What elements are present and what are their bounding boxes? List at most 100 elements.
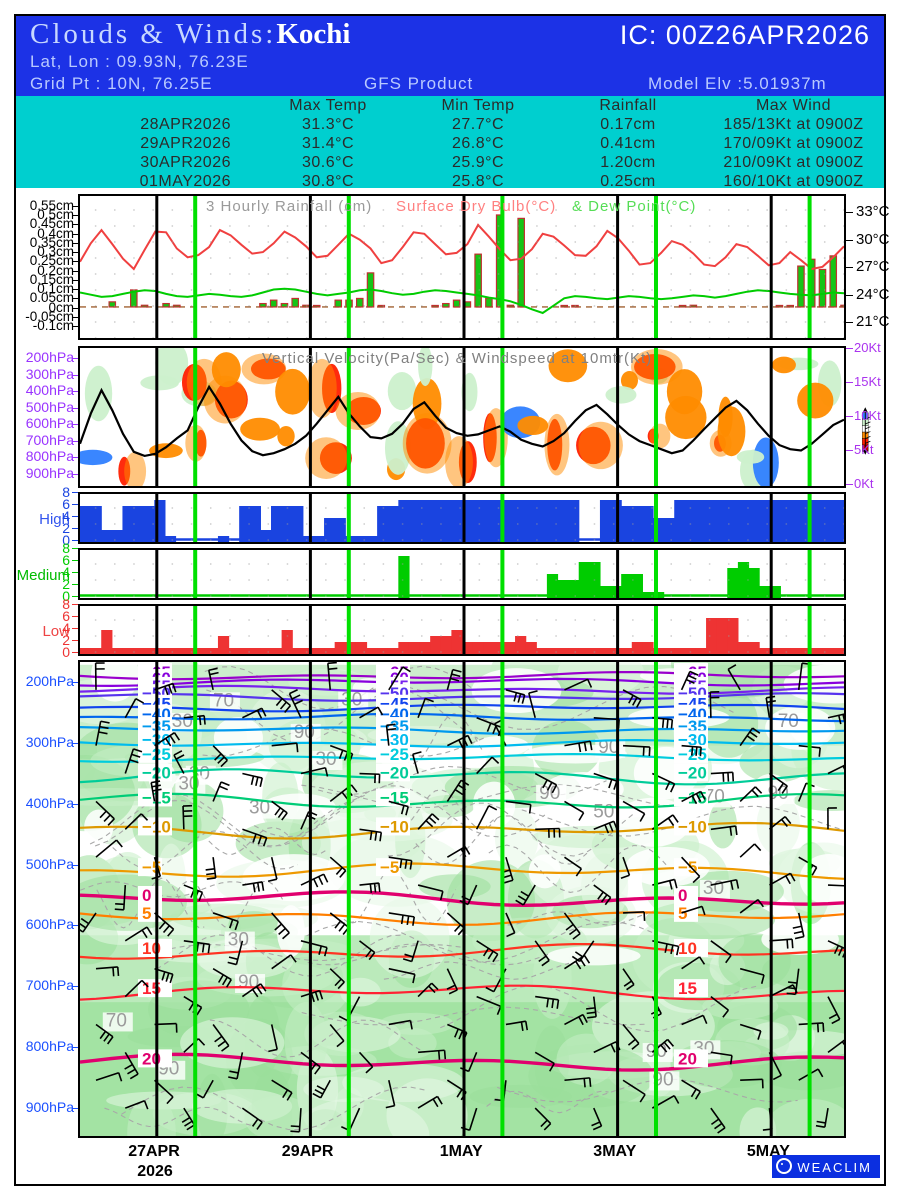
medium-cloud-tick-label: 6 xyxy=(62,552,70,568)
svg-text:−20: −20 xyxy=(678,763,707,782)
svg-text:90: 90 xyxy=(768,783,789,804)
upper-air-pressure-label: 700hPa xyxy=(25,977,74,994)
rainfall-axis-label: 0.25cm xyxy=(29,253,74,269)
cell-date: 30APR2026 xyxy=(140,153,231,171)
medium-cloud-tick xyxy=(72,560,78,561)
cell-max-temp: 30.6°C xyxy=(301,153,355,171)
cell-date: 01MAY2026 xyxy=(139,172,231,190)
rainfall-axis-tick xyxy=(72,206,78,207)
svg-text:−5: −5 xyxy=(380,858,399,877)
high-cloud-tick xyxy=(72,540,78,541)
medium-cloud-tick xyxy=(72,584,78,585)
svg-text:30: 30 xyxy=(315,749,336,770)
temperature-axis-tick xyxy=(846,294,853,296)
high-cloud-tick-label: 4 xyxy=(62,508,70,524)
svg-text:70: 70 xyxy=(106,1010,127,1031)
pressure-axis-label: 700hPa xyxy=(25,431,74,448)
model-elevation-label: Model Elv :5.01937m xyxy=(648,74,827,93)
temperature-axis-tick xyxy=(846,239,853,241)
windspeed-axis-tick xyxy=(846,382,853,383)
panel-medium-cloud xyxy=(78,548,846,600)
pressure-axis-tick xyxy=(72,358,78,359)
low-cloud-tick xyxy=(72,640,78,641)
init-condition-label: IC: 00Z26APR2026 xyxy=(619,20,870,50)
rainfall-axis-tick xyxy=(72,252,78,254)
cell-max-wind: 185/13Kt at 0900Z xyxy=(723,115,864,133)
upper-air-pressure-label: 600hPa xyxy=(25,916,74,933)
rainfall-axis-tick xyxy=(72,307,78,309)
svg-text:30: 30 xyxy=(249,798,270,819)
svg-text:30: 30 xyxy=(172,711,193,732)
pressure-axis-label: 800hPa xyxy=(25,448,74,465)
cell-max-wind: 210/09Kt at 0900Z xyxy=(723,153,864,171)
svg-text:−20: −20 xyxy=(380,763,409,782)
svg-text:90: 90 xyxy=(238,972,259,993)
cell-max-temp: 31.3°C xyxy=(301,115,355,133)
table-row: 28APR2026 31.3°C 27.7°C 0.17cm 185/13Kt … xyxy=(16,115,884,134)
weaclim-watermark: WEACLIM xyxy=(772,1155,880,1178)
svg-text:0: 0 xyxy=(678,886,687,905)
windspeed-axis-label: 15Kt xyxy=(854,374,881,389)
rainfall-axis-label: 0.5cm xyxy=(37,207,74,223)
temperature-axis-tick xyxy=(846,267,853,268)
rainfall-axis-label: 0.15cm xyxy=(29,271,74,287)
svg-text:−10: −10 xyxy=(380,817,409,836)
pressure-axis-label: 300hPa xyxy=(25,365,74,382)
pressure-axis-tick xyxy=(72,374,78,376)
svg-text:5: 5 xyxy=(142,904,151,923)
medium-cloud-label: Medium xyxy=(16,567,70,584)
upper-air-pressure-label: 300hPa xyxy=(25,733,74,750)
svg-text:20: 20 xyxy=(678,1049,697,1068)
svg-text:30: 30 xyxy=(228,930,249,951)
medium-cloud-tick-label: 4 xyxy=(62,564,70,580)
upper-air-plot: 9090709030907030309090307070305030303090… xyxy=(80,662,844,1136)
dot-grid xyxy=(80,606,844,654)
windspeed-axis-tick xyxy=(846,348,853,349)
header-banner: Clouds & Winds:Kochi IC: 00Z26APR2026 La… xyxy=(16,16,884,96)
svg-text:−25: −25 xyxy=(380,745,409,764)
rainfall-axis-label: 0.3cm xyxy=(37,244,74,260)
svg-text:30: 30 xyxy=(703,878,724,899)
rainfall-axis-label: 0.35cm xyxy=(29,234,74,250)
cell-max-wind: 160/10Kt at 0900Z xyxy=(723,172,864,190)
panel-upper-air: 9090709030907030309090307070305030303090… xyxy=(78,660,846,1138)
svg-text:0: 0 xyxy=(142,886,151,905)
svg-text:−30: −30 xyxy=(678,730,707,749)
svg-text:−15: −15 xyxy=(380,788,409,807)
col-date xyxy=(16,96,253,115)
pressure-axis-label: 200hPa xyxy=(25,349,74,365)
upper-air-pressure-tick xyxy=(72,742,78,744)
windspeed-axis-label: 5Kt xyxy=(854,442,874,457)
pressure-axis-tick xyxy=(72,474,78,475)
pressure-axis-tick xyxy=(72,391,78,393)
upper-air-pressure-label: 900hPa xyxy=(25,1099,74,1115)
medium-cloud-tick xyxy=(72,596,78,597)
panel-low-cloud xyxy=(78,604,846,656)
upper-air-pressure-tick xyxy=(72,803,78,805)
medium-cloud-tick-label: 8 xyxy=(62,540,70,556)
temperature-axis-tick xyxy=(846,212,853,213)
medium-cloud-tick xyxy=(72,548,78,549)
rainfall-axis-label: 0.1cm xyxy=(37,281,74,297)
page-border xyxy=(14,14,886,1186)
cell-rainfall: 0.25cm xyxy=(600,172,656,190)
cell-min-temp: 27.7°C xyxy=(451,115,505,133)
rainfall-axis-label: -0.05cm xyxy=(25,308,74,324)
pressure-axis-label: 600hPa xyxy=(25,415,74,432)
x-axis-tick-label: 1MAY xyxy=(439,1143,483,1160)
upper-air-pressure-tick xyxy=(72,864,78,866)
temperature-axis-label: 21°C xyxy=(856,313,890,330)
rainfall-axis-label: 0.45cm xyxy=(29,216,74,232)
rainfall-axis-tick xyxy=(72,233,78,235)
svg-text:70: 70 xyxy=(213,690,234,711)
low-cloud-tick-label: 6 xyxy=(62,608,70,624)
rainfall-axis-tick xyxy=(72,289,78,291)
table-row: 01MAY2026 30.8°C 25.8°C 0.25cm 160/10Kt … xyxy=(16,172,884,191)
upper-air-pressure-label: 500hPa xyxy=(25,855,74,872)
medium-cloud-tick-label: 0 xyxy=(62,588,70,604)
temperature-axis-tick xyxy=(846,322,853,323)
high-cloud-tick-label: 8 xyxy=(62,484,70,500)
x-axis-tick-label: 29APR xyxy=(281,1143,334,1160)
pressure-axis-label: 900hPa xyxy=(25,465,74,481)
high-cloud-tick-label: 2 xyxy=(62,520,70,536)
